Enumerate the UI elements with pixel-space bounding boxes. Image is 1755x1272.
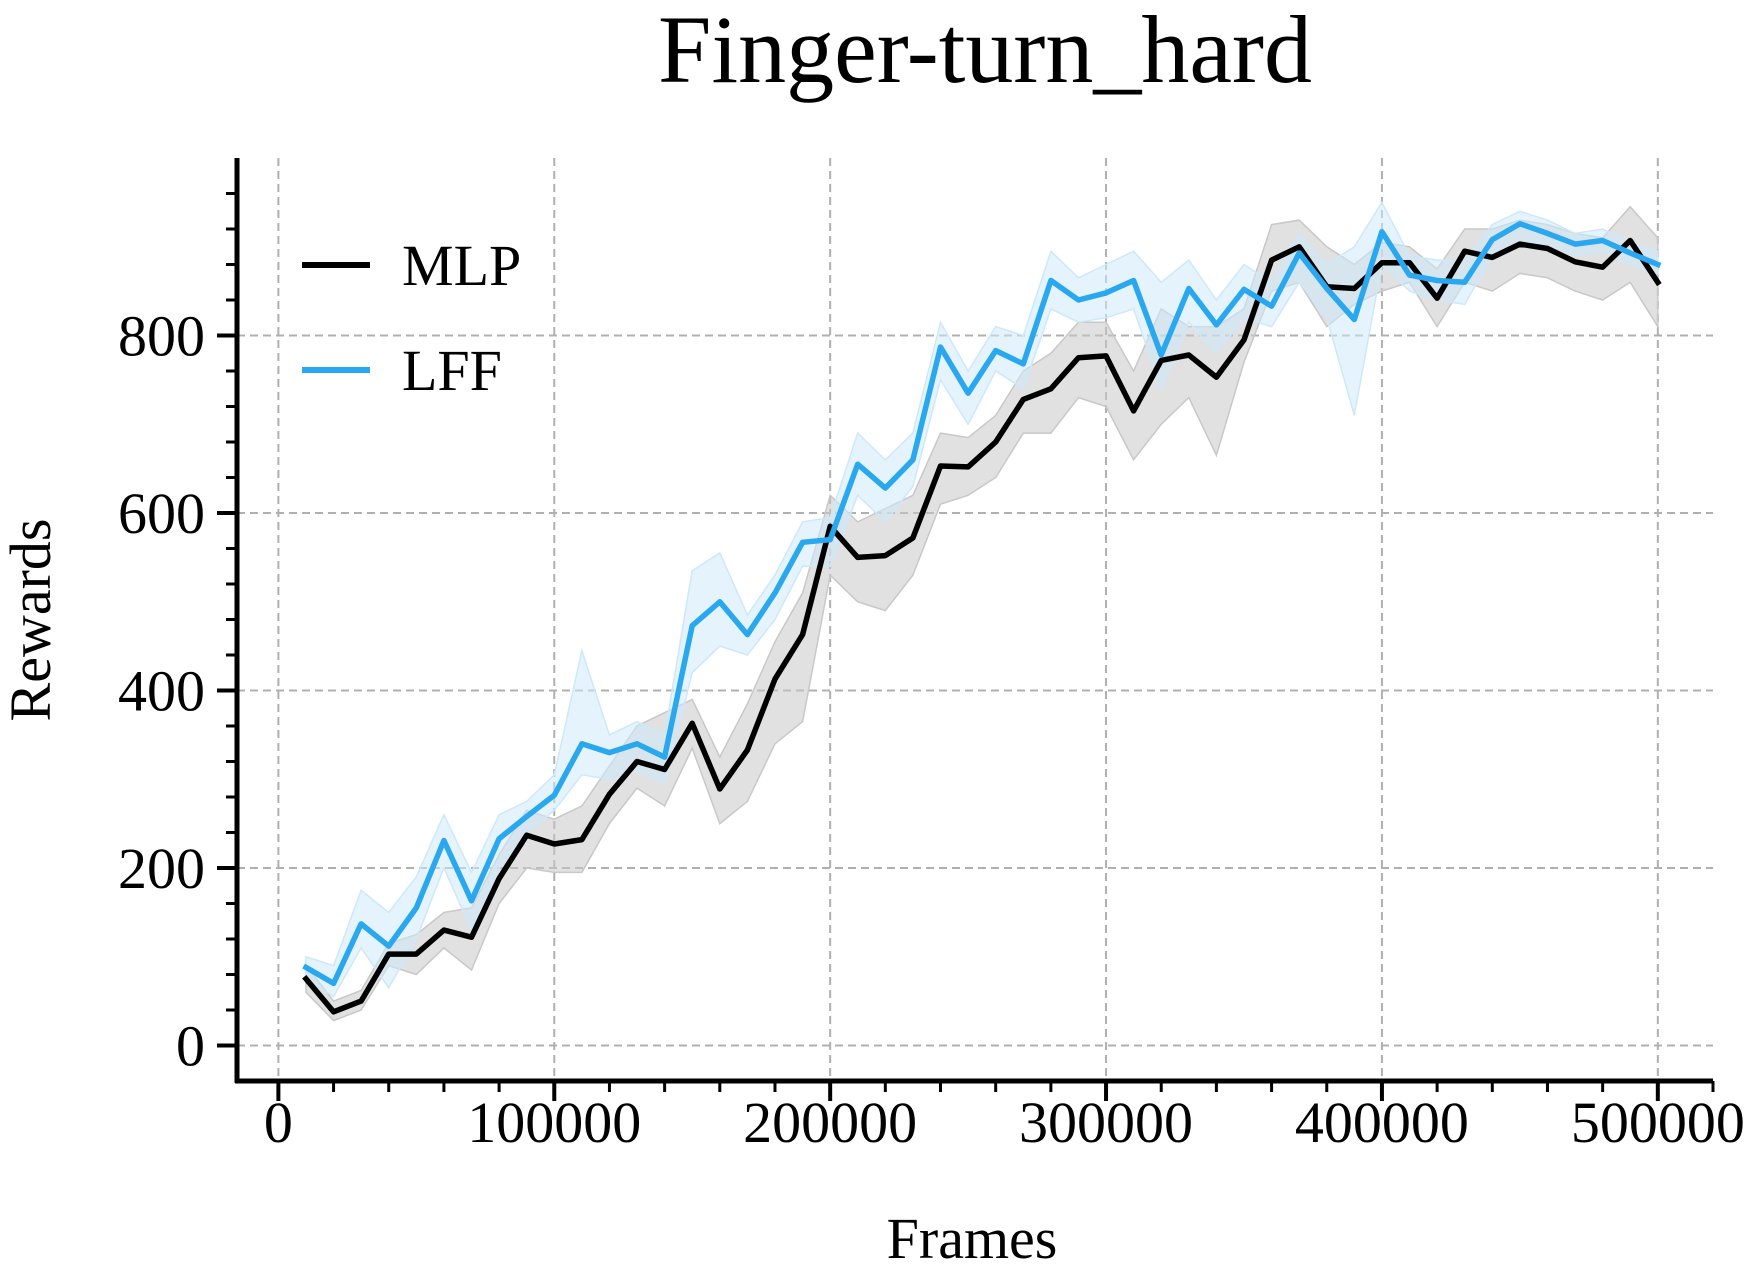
grid-lines bbox=[237, 158, 1713, 1081]
tick-marks bbox=[217, 192, 1715, 1101]
legend-label-lff: LFF bbox=[402, 338, 502, 403]
series-line-lff bbox=[302, 220, 1662, 987]
series-lines bbox=[302, 220, 1662, 1015]
x-tick-label: 100000 bbox=[467, 1090, 641, 1155]
y-tick-label: 200 bbox=[118, 836, 205, 901]
y-axis-label: Rewards bbox=[0, 519, 63, 722]
series-line-mlp bbox=[302, 237, 1662, 1015]
confidence-band-lff bbox=[305, 200, 1659, 998]
y-tick-label: 600 bbox=[118, 481, 205, 546]
x-axis-label: Frames bbox=[887, 1206, 1058, 1271]
x-tick-label: 200000 bbox=[743, 1090, 917, 1155]
chart-title: Finger-turn_hard bbox=[658, 0, 1312, 103]
confidence-bands bbox=[305, 200, 1659, 1022]
x-tick-label: 500000 bbox=[1571, 1090, 1745, 1155]
legend: MLP LFF bbox=[302, 233, 521, 403]
y-tick-label: 800 bbox=[118, 304, 205, 369]
legend-label-mlp: MLP bbox=[402, 233, 521, 298]
x-tick-label: 400000 bbox=[1295, 1090, 1469, 1155]
x-tick-label: 0 bbox=[264, 1090, 293, 1155]
tick-labels: 0 100000 200000 300000 400000 500000 0 200 400 60… bbox=[118, 304, 1745, 1156]
y-tick-label: 400 bbox=[118, 659, 205, 724]
x-tick-label: 300000 bbox=[1019, 1090, 1193, 1155]
y-tick-label: 0 bbox=[176, 1014, 205, 1079]
confidence-band-mlp bbox=[305, 205, 1659, 1022]
